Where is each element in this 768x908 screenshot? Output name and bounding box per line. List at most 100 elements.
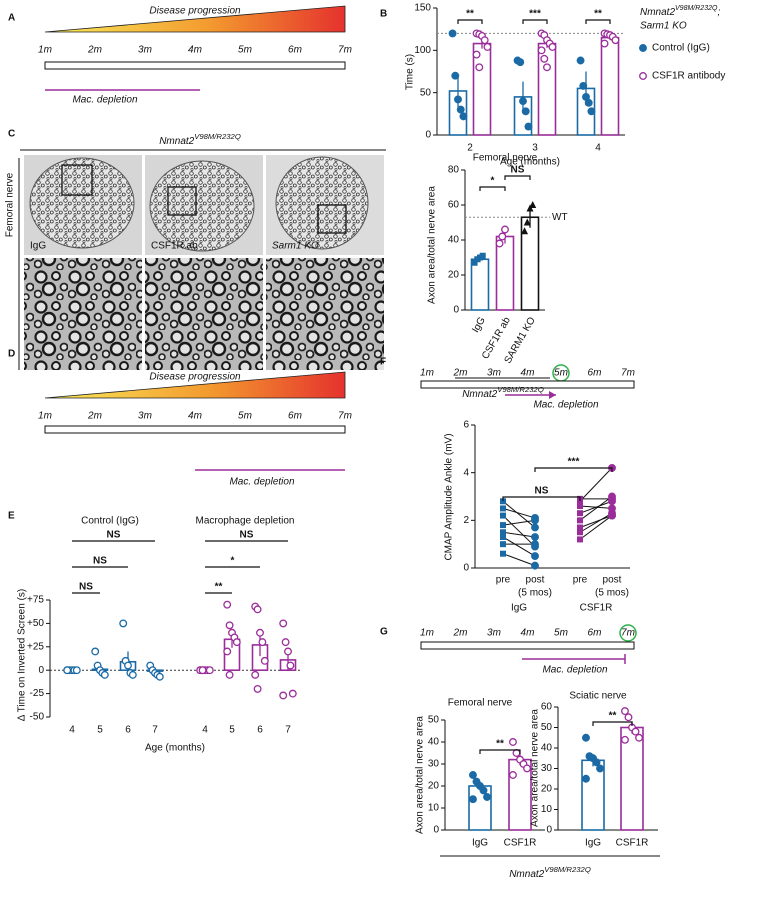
x-tick-label: 4 [202, 725, 208, 736]
y-tick-label: 0 [38, 665, 44, 676]
data-point [279, 691, 288, 700]
y-tick-label: 40 [428, 737, 440, 748]
x-tick-label: IgG [585, 838, 601, 849]
y-axis-label: Axon area/total nerve area [427, 186, 438, 304]
data-point [456, 105, 465, 114]
timeline-bar [420, 641, 635, 650]
y-tick-label: 150 [414, 3, 431, 14]
x-tick-label: post [526, 575, 545, 586]
pair-line [502, 536, 536, 557]
data-point [279, 619, 288, 628]
timeline-label: 6m [588, 368, 602, 379]
y-tick-label: 20 [428, 781, 440, 792]
data-point [577, 529, 583, 536]
timeline-label: 5m [554, 368, 568, 379]
gene: Nmnat2 [640, 7, 675, 18]
y-tick-label: 100 [414, 45, 431, 56]
data-point [288, 689, 297, 698]
group-label: IgG [511, 603, 527, 614]
zoom-image [24, 258, 142, 370]
y-tick-label: 10 [428, 803, 440, 814]
data-point [596, 764, 604, 773]
legend-label: Control (IgG) [652, 43, 710, 54]
panel-letter: F [380, 357, 386, 368]
timeline-label: 2m [453, 628, 468, 639]
y-tick-label: 50 [420, 87, 432, 98]
data-point [611, 36, 620, 45]
genotype-label: Nmnat2V98M/R232Q [509, 865, 591, 880]
timeline-label: 1m [420, 368, 434, 379]
x-tick-label: post [603, 575, 622, 586]
y-tick-label: 50 [541, 722, 553, 733]
y-tick-label: 10 [541, 804, 553, 815]
panel-letter: A [8, 13, 15, 24]
data-point [286, 661, 295, 670]
data-point [529, 201, 537, 208]
y-axis-label: Axon area/total nerve area [530, 709, 541, 827]
data-point [498, 232, 507, 241]
data-point [516, 58, 525, 67]
depletion-arrow [549, 391, 556, 399]
group-heading: Control (IgG) [81, 516, 139, 527]
data-point [91, 647, 100, 656]
data-point [155, 672, 164, 681]
data-point [635, 733, 643, 742]
data-point [124, 661, 132, 670]
y-tick-label: 60 [448, 200, 460, 211]
data-point [281, 638, 290, 647]
progression-wedge [44, 371, 346, 399]
significance-label: NS [79, 582, 93, 593]
data-point [540, 54, 549, 63]
y-tick-label: -50 [30, 712, 45, 723]
micrographs [18, 149, 386, 370]
y-axis-label: Δ Time on Inverted Screen (s) [17, 589, 28, 721]
x-axis-label: Age (months) [145, 743, 205, 754]
y-tick-label: 20 [448, 270, 460, 281]
data-point [225, 670, 234, 679]
inset-box [317, 204, 347, 234]
data-point [576, 56, 585, 65]
data-point [253, 684, 262, 693]
significance-label: NS [240, 530, 254, 541]
y-tick-label: 60 [541, 702, 553, 713]
data-point [480, 36, 489, 45]
data-point [523, 764, 531, 773]
data-point [631, 727, 640, 736]
gene: Nmnat2 [159, 136, 194, 147]
data-point [260, 656, 269, 665]
data-point [537, 46, 546, 55]
x-tick-label: 2 [467, 143, 473, 154]
data-point [500, 534, 506, 541]
x-tick-label: CSF1R [616, 838, 649, 849]
pair-line [502, 507, 536, 519]
chart-title: Sciatic nerve [569, 691, 627, 702]
zoom-image [145, 258, 263, 370]
y-tick-label: 0 [463, 563, 469, 574]
depletion-label: Mac. depletion [542, 665, 607, 676]
significance-bracket [592, 721, 633, 726]
significance-label: * [231, 556, 235, 567]
timeline-label: 4m [521, 628, 535, 639]
y-tick-label: -25 [30, 688, 45, 699]
zoom-image [266, 258, 384, 370]
genotype-label: Nmnat2V98M/R232Q; [640, 5, 720, 18]
bar [600, 36, 620, 136]
x-tick-label: 4 [595, 143, 601, 154]
y-tick-label: 80 [448, 165, 460, 176]
pair-line [502, 519, 536, 526]
group-label: CSF1R [580, 603, 613, 614]
significance-bracket [457, 19, 483, 24]
significance-label: ** [466, 9, 474, 20]
pair-line [579, 467, 613, 502]
timeline-title: Disease progression [149, 372, 241, 383]
data-point [100, 670, 109, 679]
data-point [521, 107, 530, 116]
x-tick-label: pre [496, 575, 511, 586]
data-point [584, 98, 593, 107]
timeline-label: 5m [554, 628, 568, 639]
panel-letter: B [380, 9, 387, 20]
data-point [624, 713, 633, 722]
suffix: ; [717, 7, 720, 18]
data-point [531, 561, 539, 570]
legend-label: CSF1R antibody [652, 71, 725, 82]
